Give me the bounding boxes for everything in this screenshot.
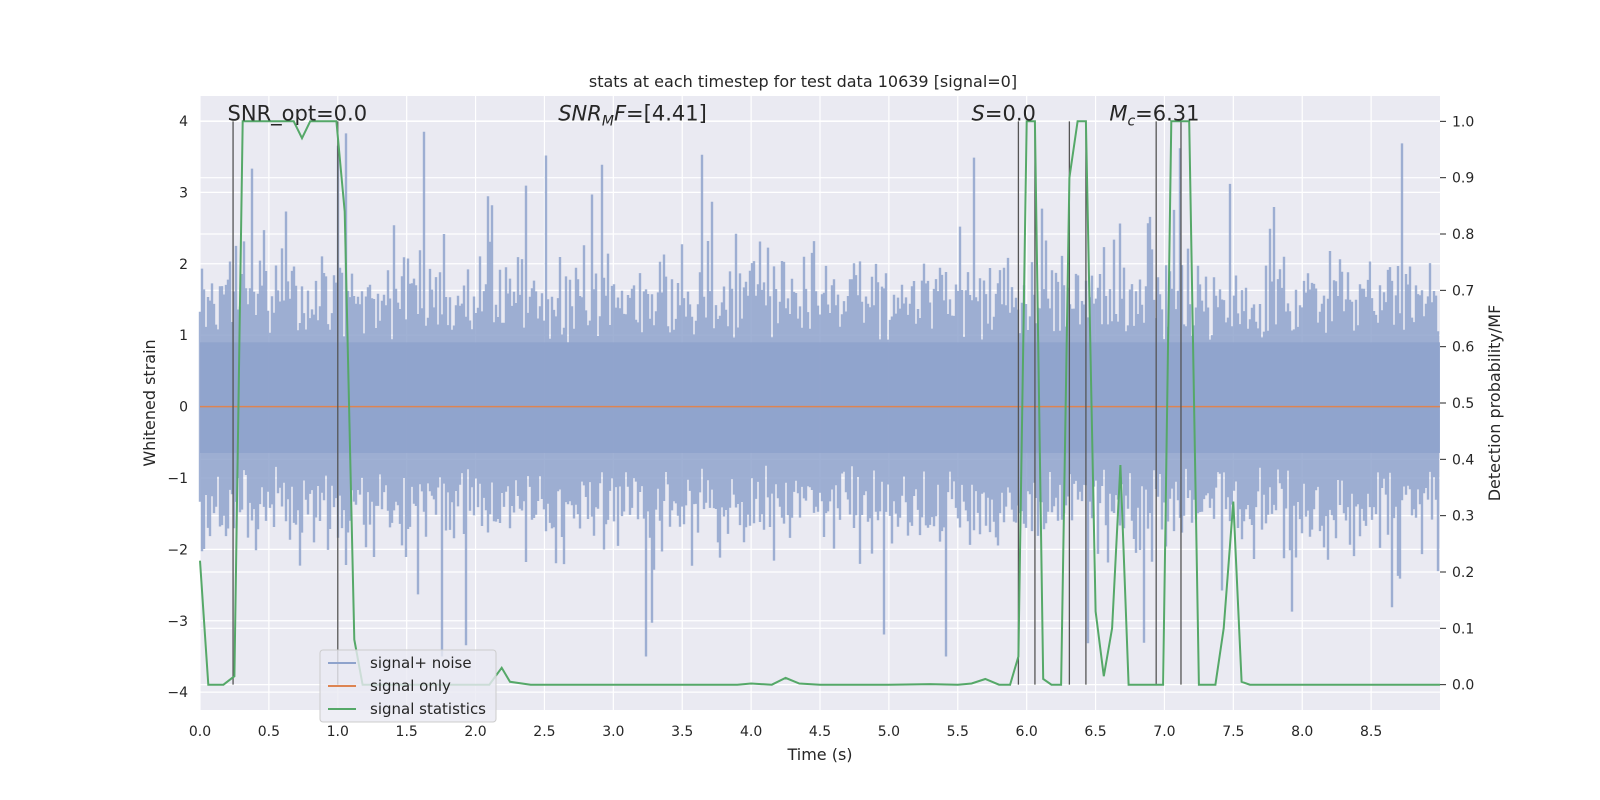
- y-right-tick-label: 0.4: [1452, 452, 1474, 468]
- y-right-tick-label: 0.9: [1452, 171, 1474, 187]
- y-left-tick-label: 0: [179, 400, 188, 416]
- x-tick-label: 3.0: [602, 724, 624, 740]
- y-axis-right-ticks: 0.0 0.1 0.2 0.3 0.4 0.5 0.6 0.7 0.8 0.9 1.0: [1440, 114, 1474, 694]
- y-left-tick-label: 3: [179, 185, 188, 201]
- y-left-tick-label: 4: [179, 114, 188, 130]
- x-tick-label: 1.0: [327, 724, 349, 740]
- x-axis-label: Time (s): [786, 745, 852, 764]
- x-tick-label: 6.5: [1084, 724, 1106, 740]
- signal-noise-series: [198, 131, 1440, 657]
- x-tick-label: 8.0: [1291, 724, 1313, 740]
- y-right-tick-label: 0.5: [1452, 396, 1474, 412]
- y-left-tick-label: −4: [167, 685, 188, 701]
- x-tick-label: 0.0: [189, 724, 211, 740]
- y-right-tick-label: 1.0: [1452, 114, 1474, 130]
- x-tick-label: 5.5: [947, 724, 969, 740]
- signal-statistics-line: [199, 120, 1440, 686]
- x-tick-label: 7.5: [1222, 724, 1244, 740]
- x-tick-label: 4.5: [809, 724, 831, 740]
- x-tick-label: 4.0: [740, 724, 762, 740]
- x-tick-label: 3.5: [671, 724, 693, 740]
- x-tick-label: 7.0: [1153, 724, 1175, 740]
- annotations: SNR_opt=0.0 SNRMF=[4.41] S=0.0 Mc=6.31: [228, 101, 1200, 129]
- y-right-tick-label: 0.2: [1452, 565, 1474, 581]
- legend-box: [319, 649, 497, 723]
- legend-label-signal-noise: signal+ noise: [370, 654, 472, 672]
- annotation-snr-mf: SNRMF=[4.41]: [558, 101, 707, 129]
- y-right-tick-label: 0.3: [1452, 509, 1474, 525]
- x-axis-ticks: 0.0 0.5 1.0 1.5 2.0 2.5 3.0 3.5 4.0 4.5 5.0 5.5 6.0 6…: [189, 724, 1382, 740]
- annotation-mc: Mc=6.31: [1109, 101, 1199, 129]
- legend-label-signal-only: signal only: [370, 677, 451, 695]
- y-right-tick-label: 0.6: [1452, 340, 1474, 356]
- y-axis-right-label: Detection probability/MF: [1485, 305, 1504, 502]
- y-right-tick-label: 0.8: [1452, 227, 1474, 243]
- x-tick-label: 2.0: [464, 724, 486, 740]
- x-tick-label: 1.5: [396, 724, 418, 740]
- x-tick-label: 5.0: [878, 724, 900, 740]
- legend-label-signal-statistics: signal statistics: [370, 700, 486, 718]
- signal-noise-core: [200, 342, 1440, 453]
- x-tick-label: 2.5: [533, 724, 555, 740]
- y-right-tick-label: 0.0: [1452, 678, 1474, 694]
- y-axis-left-label: Whitened strain: [140, 339, 159, 466]
- chart-title: stats at each timestep for test data 106…: [589, 72, 1017, 91]
- x-tick-label: 0.5: [258, 724, 280, 740]
- x-tick-label: 6.0: [1016, 724, 1038, 740]
- annotation-snr-opt: SNR_opt=0.0: [228, 101, 368, 126]
- y-right-tick-label: 0.7: [1452, 283, 1474, 299]
- y-left-tick-label: 1: [179, 328, 188, 344]
- x-tick-label: 8.5: [1360, 724, 1382, 740]
- y-right-tick-label: 0.1: [1452, 621, 1474, 637]
- y-left-tick-label: −1: [167, 471, 188, 487]
- annotation-s: S=0.0: [972, 101, 1036, 125]
- y-left-tick-label: −2: [167, 542, 188, 558]
- legend: signal+ noise signal only signal statist…: [319, 649, 497, 723]
- y-left-tick-label: −3: [167, 614, 188, 630]
- y-axis-left-ticks: −4 −3 −2 −1 0 1 2 3 4: [167, 114, 188, 701]
- y-left-tick-label: 2: [179, 257, 188, 273]
- signal-statistics-series: [199, 120, 1440, 686]
